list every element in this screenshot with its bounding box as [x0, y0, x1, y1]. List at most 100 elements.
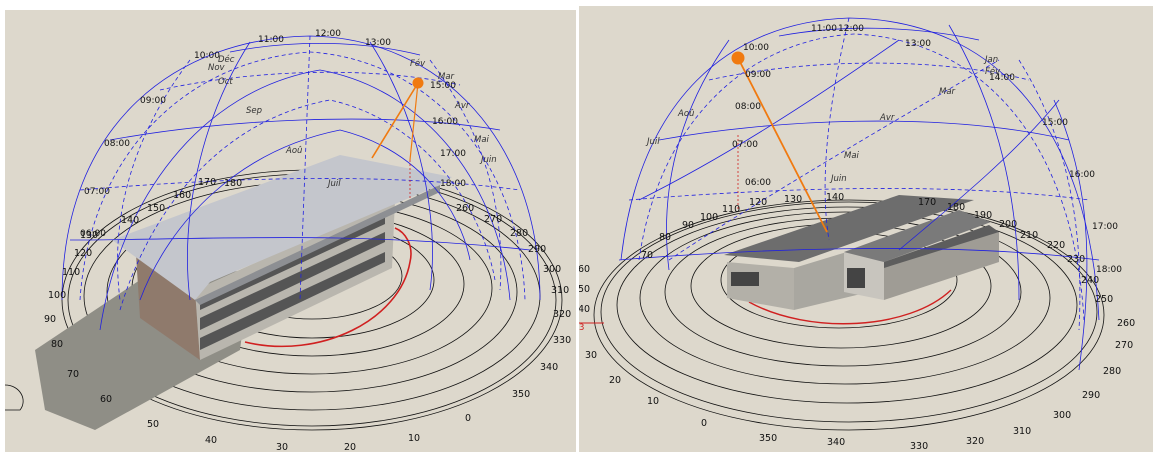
hour-label: 09:00	[140, 96, 166, 106]
az-tick: 250	[1095, 294, 1113, 305]
az-tick: 100	[700, 212, 718, 223]
hour-label: 08:00	[735, 102, 761, 112]
hour-label: 11:00	[811, 24, 837, 34]
az-tick: 340	[540, 362, 558, 373]
az-tick: 210	[1020, 230, 1038, 241]
az-tick: 140	[121, 215, 139, 226]
hour-label: 07:00	[84, 187, 110, 197]
az-tick: 160	[173, 190, 191, 201]
az-tick: 320	[966, 436, 984, 447]
az-tick: 110	[722, 204, 740, 215]
az-tick: 20	[344, 442, 356, 452]
month-label: Juil	[326, 179, 341, 189]
month-label: Fév	[985, 66, 1001, 77]
az-tick: 60	[100, 394, 112, 405]
az-tick: 60	[579, 264, 590, 275]
az-tick: 260	[456, 203, 474, 214]
az-tick: 330	[553, 335, 571, 346]
az-tick: 40	[579, 304, 590, 315]
month-label: Juin	[479, 155, 497, 165]
month-label: Oct	[218, 77, 233, 87]
az-tick: 340	[827, 437, 845, 448]
month-label: Avr	[879, 113, 895, 123]
az-tick: 50	[579, 284, 590, 295]
az-tick: 310	[1013, 426, 1031, 437]
az-tick: 90	[682, 220, 694, 231]
sun-marker-icon	[412, 77, 424, 89]
az-tick: 350	[759, 433, 777, 444]
ground-rings	[593, 199, 1105, 431]
az-tick: 300	[1053, 410, 1071, 421]
az-tick: 30	[585, 350, 597, 361]
compass-icon	[4, 384, 24, 411]
az-tick: 80	[659, 232, 671, 243]
az-tick: 40	[205, 435, 217, 446]
az-tick: 270	[484, 214, 502, 225]
hour-label: 18:00	[440, 179, 466, 189]
sun-path-view-right: 3 70 80 90 100 110	[578, 0, 1153, 452]
hour-label: 10:00	[194, 51, 220, 61]
hour-label: 08:00	[104, 139, 130, 149]
hour-label: 15:00	[1042, 118, 1068, 128]
sun-ray-secondary	[409, 82, 419, 161]
az-tick: 330	[910, 441, 928, 452]
az-tick: 110	[62, 267, 80, 278]
month-label: Fév	[410, 58, 426, 69]
ground-sun-path	[244, 227, 412, 348]
roof	[112, 155, 452, 300]
month-label: Sep	[246, 106, 262, 116]
hour-label: 12:00	[315, 29, 341, 39]
sun-path-diagram-left: 170 180 160 150 140 130 120 110 100 90 8…	[4, 10, 576, 453]
roof	[724, 195, 974, 262]
hour-label: 07:00	[732, 140, 758, 150]
hour-label: 09:00	[745, 70, 771, 80]
az-tick: 240	[1081, 275, 1099, 286]
az-tick: 20	[609, 375, 621, 386]
month-label: Nov	[208, 63, 226, 73]
hour-label: 17:00	[1092, 222, 1118, 232]
sun-path-diagram-right: 3 70 80 90 100 110	[578, 6, 1153, 452]
month-label: Déc	[218, 54, 235, 65]
az-tick: 30	[276, 442, 288, 452]
az-tick: 260	[1117, 318, 1135, 329]
az-tick: 50	[147, 419, 159, 430]
hour-label: 13:00	[905, 39, 931, 49]
hour-label: 18:00	[1096, 265, 1122, 275]
az-tick: 70	[641, 250, 653, 261]
az-tick: 200	[999, 219, 1017, 230]
az-tick: 320	[553, 309, 571, 320]
month-label: Mar	[939, 87, 956, 97]
az-tick: 120	[749, 197, 767, 208]
az-tick: 0	[465, 413, 471, 424]
az-tick: 310	[551, 285, 569, 296]
az-tick: 130	[784, 194, 802, 205]
az-tick: 90	[44, 314, 56, 325]
az-tick: 0	[701, 418, 707, 429]
hour-label: 16:00	[1069, 170, 1095, 180]
az-tick: 130	[80, 230, 98, 241]
az-tick: 190	[974, 210, 992, 221]
hour-label: 12:00	[838, 24, 864, 34]
az-tick: 220	[1047, 240, 1065, 251]
hour-label: 17:00	[440, 149, 466, 159]
hour-label: 16:00	[432, 117, 458, 127]
az-tick: 120	[74, 248, 92, 259]
hour-label: 06:00	[745, 178, 771, 188]
hour-label: 10:00	[743, 43, 769, 53]
sun-ray	[737, 57, 828, 233]
red-marker-label: 3	[579, 323, 584, 333]
az-tick: 180	[947, 202, 965, 213]
hour-label: 14:00	[989, 73, 1015, 83]
sun-marker-icon	[731, 51, 745, 65]
sky-dome-grid	[618, 17, 1100, 371]
az-tick: 180	[224, 178, 242, 189]
az-tick: 80	[51, 339, 63, 350]
month-label: Mai	[844, 151, 860, 161]
hour-label: 06:00	[80, 229, 106, 239]
az-tick: 300	[543, 264, 561, 275]
hour-label: 11:00	[258, 35, 284, 45]
az-tick: 10	[647, 396, 659, 407]
month-label: Aoû	[677, 108, 694, 119]
month-label: Mar	[438, 72, 455, 82]
az-tick: 150	[147, 203, 165, 214]
